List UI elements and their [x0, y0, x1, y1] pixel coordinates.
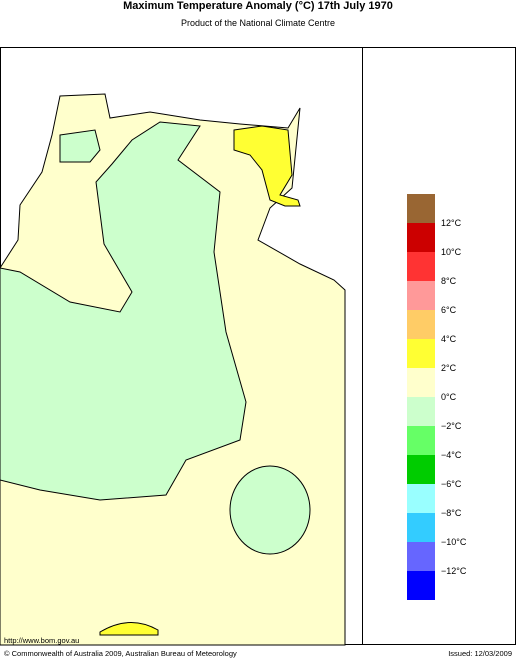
legend-swatch [407, 194, 435, 223]
legend-swatch [407, 368, 435, 397]
legend-label: −8°C [441, 508, 462, 518]
map-area [0, 93, 346, 646]
legend-swatch [407, 484, 435, 513]
legend-swatch [407, 571, 435, 600]
legend-label: −4°C [441, 450, 462, 460]
anomaly-zone-cool [0, 121, 247, 501]
legend: 12°C 10°C 8°C 6°C 4°C 2°C 0°C −2°C −4°C −6°C −8°C −… [407, 194, 467, 600]
issued-date: Issued: 12/03/2009 [448, 649, 512, 658]
subtitle: Product of the National Climate Centre [181, 18, 335, 28]
anomaly-zone-warm [99, 621, 159, 636]
legend-label: 6°C [441, 305, 457, 315]
legend-swatch [407, 426, 435, 455]
legend-label: 10°C [441, 247, 462, 257]
legend-label: −12°C [441, 566, 467, 576]
legend-label: −6°C [441, 479, 462, 489]
legend-label: −2°C [441, 421, 462, 431]
legend-swatch [407, 310, 435, 339]
anomaly-zone-cool [59, 129, 101, 163]
legend-label: 12°C [441, 218, 462, 228]
anomaly-zone-cool [229, 465, 311, 555]
legend-label: 0°C [441, 392, 457, 402]
legend-swatch [407, 252, 435, 281]
legend-label: 2°C [441, 363, 457, 373]
legend-label: 4°C [441, 334, 457, 344]
legend-swatch [407, 281, 435, 310]
legend-label: −10°C [441, 537, 467, 547]
anomaly-zone-warm [233, 125, 301, 207]
legend-swatch [407, 513, 435, 542]
legend-swatch [407, 455, 435, 484]
legend-swatch [407, 339, 435, 368]
copyright: © Commonwealth of Australia 2009, Austra… [4, 649, 237, 658]
source-url: http://www.bom.gov.au [4, 636, 79, 645]
legend-label: 8°C [441, 276, 457, 286]
title: Maximum Temperature Anomaly (°C) 17th Ju… [123, 0, 393, 12]
legend-swatch [407, 397, 435, 426]
legend-swatch [407, 542, 435, 571]
legend-swatch [407, 223, 435, 252]
